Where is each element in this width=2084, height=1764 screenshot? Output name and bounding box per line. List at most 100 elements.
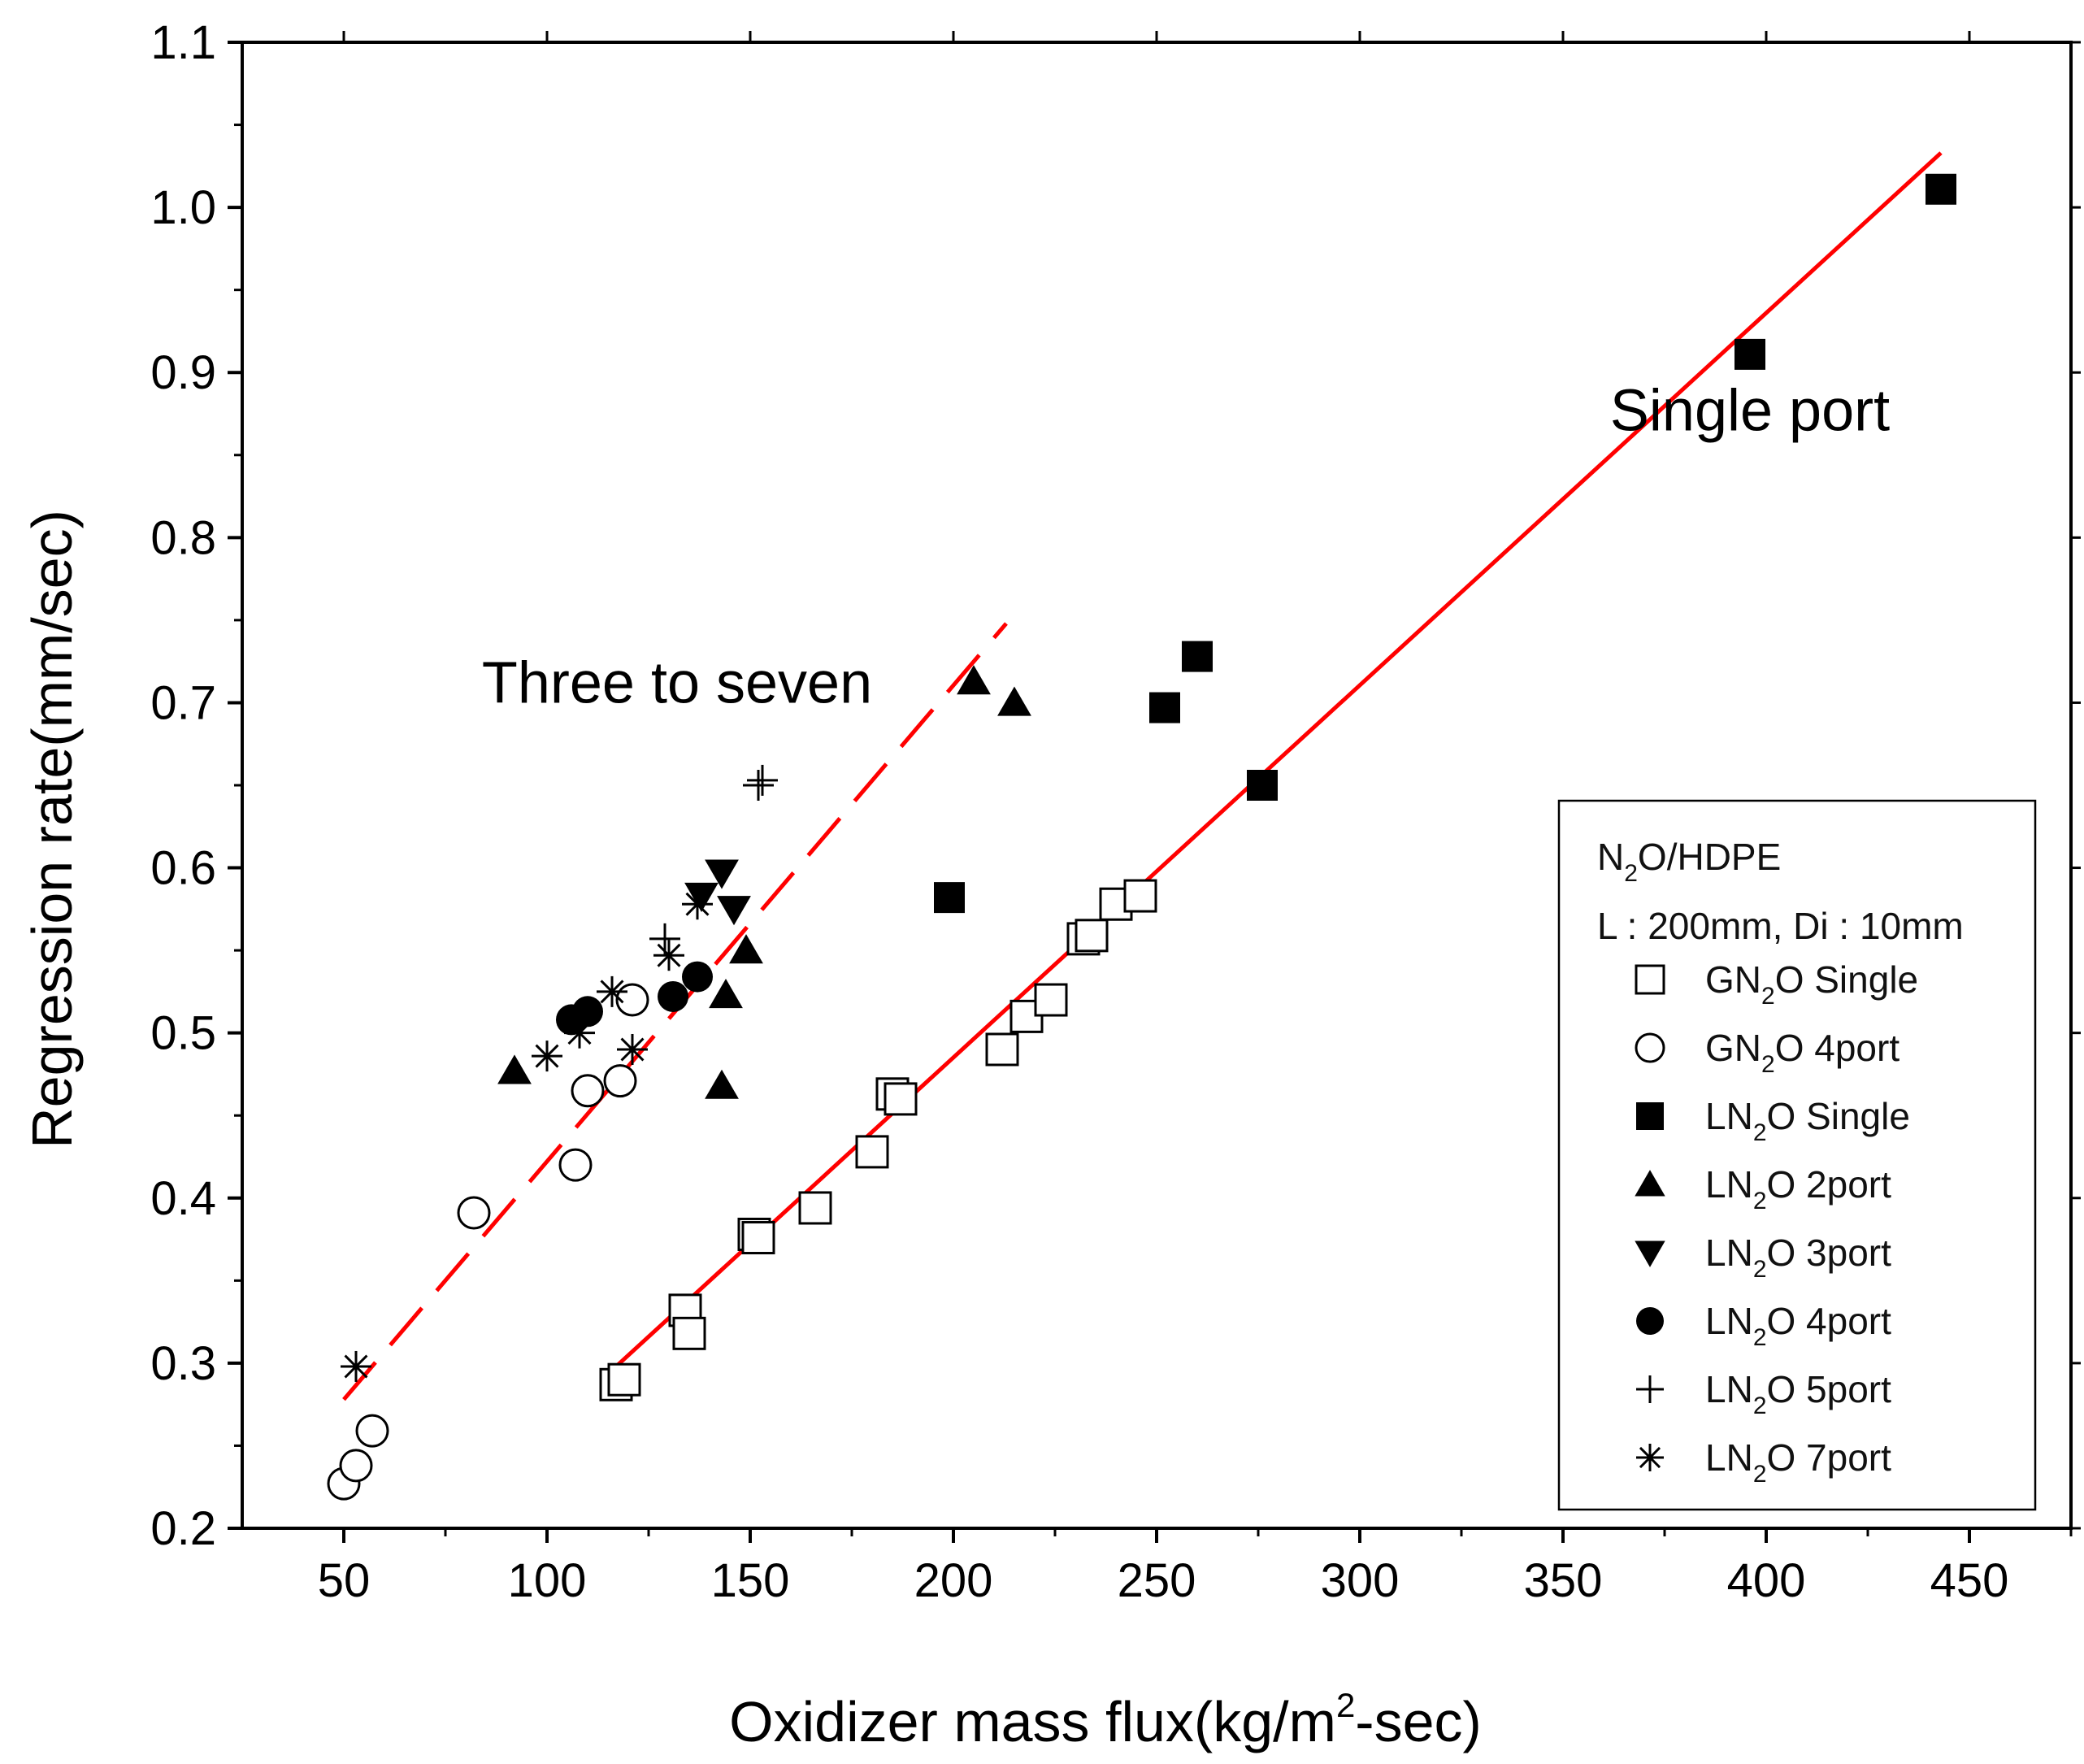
y-tick-label: 1.0: [150, 181, 216, 234]
legend-label: LN2O 2port: [1705, 1163, 1891, 1214]
data-point-asterisk: [682, 889, 713, 920]
legend-header-material: N2O/HDPE: [1597, 836, 1781, 887]
y-tick-label: 0.7: [150, 676, 216, 729]
data-point-square-filled: [934, 882, 965, 914]
x-tick-label: 100: [508, 1554, 587, 1607]
x-axis-title-superscript: 2: [1336, 1686, 1355, 1724]
legend-marker-asterisk: [1636, 1444, 1664, 1471]
legend-header-material-post: O/HDPE: [1638, 836, 1781, 878]
legend-item: LN2O 5port: [1636, 1368, 1891, 1419]
data-point-circle-filled: [658, 980, 688, 1012]
data-point-square-filled: [1734, 338, 1765, 370]
data-point-square-open: [1034, 983, 1068, 1017]
data-point-plus: [747, 764, 778, 796]
data-point-asterisk: [597, 975, 627, 1007]
x-tick-label: 250: [1118, 1554, 1196, 1607]
data-point-plus: [649, 923, 680, 954]
legend-header-material-sub: 2: [1624, 860, 1638, 887]
legend-item: LN2O Single: [1636, 1095, 1910, 1146]
x-tick-label: 200: [914, 1554, 993, 1607]
data-point-square-filled: [1926, 173, 1956, 205]
data-point-asterisk: [617, 1033, 648, 1065]
data-point-square-open: [884, 1082, 918, 1116]
legend-label: LN2O 4port: [1705, 1300, 1891, 1351]
data-point-square-open: [798, 1191, 832, 1225]
data-point-asterisk: [532, 1041, 562, 1072]
data-point-circle-open: [355, 1414, 389, 1448]
y-axis-title: Regression rate(mm/sec): [20, 510, 84, 1149]
y-tick-label: 0.3: [150, 1337, 216, 1390]
data-point-circle-open: [558, 1148, 593, 1182]
legend-item: LN2O 7port: [1636, 1436, 1891, 1488]
data-point-triangle-down: [717, 896, 751, 926]
legend-label: LN2O Single: [1705, 1095, 1910, 1146]
legend-marker-triangle-up: [1635, 1170, 1665, 1197]
data-point-square-filled: [1149, 692, 1180, 723]
data-point-square-open: [1075, 919, 1109, 953]
data-point-square-open: [672, 1316, 706, 1350]
data-point-triangle-up: [997, 686, 1031, 716]
data-point-square-filled: [1182, 641, 1213, 672]
x-axis-title: Oxidizer mass flux(kg/m2-sec): [729, 1686, 1482, 1753]
legend-item: LN2O 3port: [1635, 1232, 1891, 1283]
legend-label: GN2O 4port: [1705, 1027, 1899, 1078]
legend-marker-plus: [1636, 1375, 1664, 1403]
data-points: [327, 173, 1956, 1501]
x-axis-title-suffix: -sec): [1355, 1690, 1482, 1753]
y-tick-label: 0.5: [150, 1007, 216, 1060]
annotation-label: Single port: [1610, 378, 1890, 443]
data-point-triangle-down: [705, 859, 739, 889]
y-tick-label: 0.4: [150, 1172, 216, 1225]
x-axis-title-prefix: Oxidizer mass flux(kg/m: [729, 1690, 1336, 1753]
data-point-triangle-up: [957, 665, 991, 695]
x-tick-label: 400: [1727, 1554, 1806, 1607]
y-tick-label: 0.6: [150, 842, 216, 895]
legend-item: LN2O 2port: [1635, 1163, 1891, 1214]
x-tick-label: 50: [318, 1554, 371, 1607]
legend-marker-circle-filled: [1636, 1307, 1664, 1335]
data-point-triangle-down: [684, 882, 719, 913]
legend-marker-triangle-down: [1635, 1240, 1665, 1267]
x-tick-label: 300: [1321, 1554, 1400, 1607]
data-point-square-open: [1123, 879, 1157, 913]
annotations: Three to seven Single port: [482, 378, 1890, 715]
data-point-circle-filled: [682, 961, 713, 993]
legend-marker-square-open: [1635, 964, 1665, 995]
data-point-triangle-up: [497, 1054, 532, 1084]
legend-header-geometry: L : 200mm, Di : 10mm: [1597, 905, 1964, 947]
legend-item: GN2O Single: [1635, 958, 1918, 1010]
data-point-square-open: [741, 1221, 775, 1255]
legend-items: GN2O Single GN2O 4port LN2O Single LN2O 2po…: [1635, 958, 1918, 1488]
legend-label: GN2O Single: [1705, 958, 1918, 1010]
legend-item: LN2O 4port: [1636, 1300, 1891, 1351]
data-point-circle-filled: [572, 996, 603, 1028]
annotation-label: Three to seven: [482, 650, 872, 715]
y-tick-label: 1.1: [150, 16, 216, 69]
solid-fit-line: [614, 151, 1943, 1368]
y-tick-label: 0.9: [150, 346, 216, 399]
legend-marker-square-filled: [1636, 1102, 1664, 1130]
legend-label: LN2O 7port: [1705, 1436, 1891, 1488]
data-point-asterisk: [564, 1017, 595, 1049]
legend: N2O/HDPE L : 200mm, Di : 10mm GN2O Singl…: [1557, 799, 2037, 1511]
data-point-circle-open: [457, 1196, 491, 1230]
data-point-square-open: [607, 1362, 641, 1397]
legend-label: LN2O 3port: [1705, 1232, 1891, 1283]
legend-item: GN2O 4port: [1635, 1027, 1899, 1078]
data-point-triangle-up: [729, 934, 763, 964]
legend-box: [1557, 799, 2037, 1511]
y-tick-label: 0.8: [150, 511, 216, 564]
data-point-asterisk: [653, 940, 684, 971]
data-point-triangle-up: [709, 979, 743, 1009]
x-tick-label: 350: [1524, 1554, 1603, 1607]
legend-marker-circle-open: [1635, 1032, 1665, 1063]
data-point-circle-open: [603, 1064, 637, 1098]
data-point-asterisk: [341, 1350, 371, 1382]
data-point-plus: [743, 770, 774, 801]
y-tick-label: 0.2: [150, 1502, 216, 1555]
legend-label: LN2O 5port: [1705, 1368, 1891, 1419]
data-point-triangle-up: [705, 1069, 739, 1099]
legend-header-material-pre: N: [1597, 836, 1624, 878]
x-tick-label: 150: [711, 1554, 790, 1607]
